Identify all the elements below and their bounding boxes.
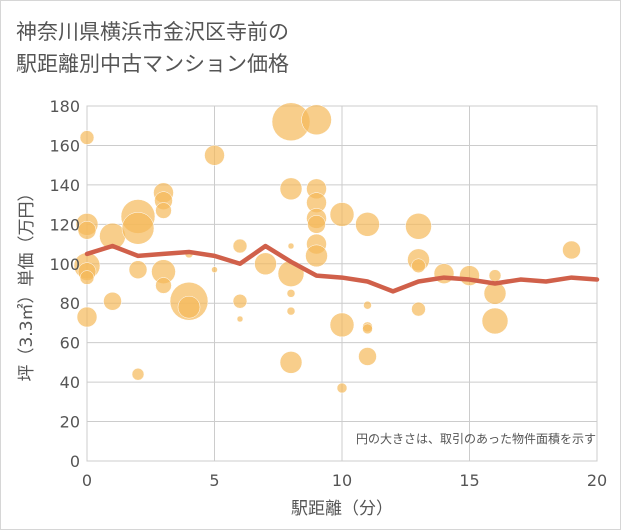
bubble-point — [286, 306, 296, 316]
bubble-point — [355, 212, 380, 237]
y-tick-label: 0 — [70, 452, 80, 471]
x-tick-label: 20 — [587, 471, 607, 490]
bubble-point — [363, 300, 372, 310]
y-tick-label: 80 — [60, 294, 80, 313]
x-tick-label: 10 — [332, 471, 352, 490]
y-tick-label: 180 — [49, 97, 80, 116]
axis-layer: 0 20 40 60 80 100 120 140 160 180 0 5 10 15 20 — [49, 97, 607, 490]
chart-title: 神奈川県横浜市金沢区寺前の 駅距離別中古マンション価格 — [16, 16, 289, 80]
bubble-point — [77, 221, 97, 240]
y-tick-label: 100 — [49, 255, 80, 274]
bubble-point — [204, 145, 225, 166]
bubble-point — [405, 213, 432, 240]
x-tick-label: 0 — [82, 471, 92, 490]
bubble-point — [79, 130, 95, 145]
bubble-layer — [73, 102, 581, 394]
bubble-point — [232, 238, 248, 254]
bubble-point — [411, 301, 426, 317]
y-tick-label: 60 — [60, 334, 80, 353]
y-tick-label: 120 — [49, 215, 80, 234]
bubble-point — [362, 323, 373, 335]
bubble-point — [79, 270, 95, 285]
grid-layer — [86, 105, 598, 462]
bubble-point — [279, 351, 303, 374]
bubble-point — [305, 244, 328, 268]
bubble-point — [155, 202, 172, 219]
bubble-point — [481, 307, 509, 335]
bubble-point — [211, 266, 218, 273]
y-tick-label: 160 — [49, 136, 80, 155]
y-tick-label: 20 — [60, 413, 80, 432]
y-axis-label: 坪（3.3㎡）単価（万円） — [17, 184, 37, 381]
bubble-point — [329, 202, 355, 227]
bubble-point — [76, 306, 98, 328]
bubble-point — [232, 294, 248, 309]
bubble-point — [358, 347, 377, 366]
y-tick-label: 40 — [60, 373, 80, 392]
bubble-point — [286, 289, 296, 298]
x-tick-label: 15 — [459, 471, 479, 490]
bubble-point — [488, 269, 502, 282]
bubble-point — [103, 292, 122, 311]
x-tick-label: 5 — [209, 471, 219, 490]
trend-line-layer — [84, 243, 600, 294]
bubble-point — [177, 295, 201, 319]
bubble-point — [128, 260, 148, 279]
bubble-size-note: 円の大きさは、取引のあった物件面積を示す — [356, 431, 596, 446]
bubble-point — [411, 258, 426, 273]
bubble-point — [121, 212, 155, 245]
x-axis-label: 駅距離（分） — [291, 499, 393, 519]
bubble-point — [279, 177, 303, 201]
y-tick-label: 140 — [49, 176, 80, 195]
chart-title-line-2: 駅距離別中古マンション価格 — [16, 52, 289, 76]
bubble-point — [131, 367, 145, 381]
bubble-point — [254, 252, 277, 276]
chart-title-line-1: 神奈川県横浜市金沢区寺前の — [16, 20, 289, 44]
bubble-point — [236, 315, 244, 323]
bubble-point — [329, 312, 355, 338]
bubble-point — [307, 215, 326, 234]
bubble-point — [287, 242, 295, 250]
bubble-point — [155, 277, 172, 294]
bubble-point — [301, 104, 332, 136]
average-price-line — [84, 243, 600, 294]
bubble-point — [336, 382, 348, 394]
bubble-point — [562, 240, 581, 260]
